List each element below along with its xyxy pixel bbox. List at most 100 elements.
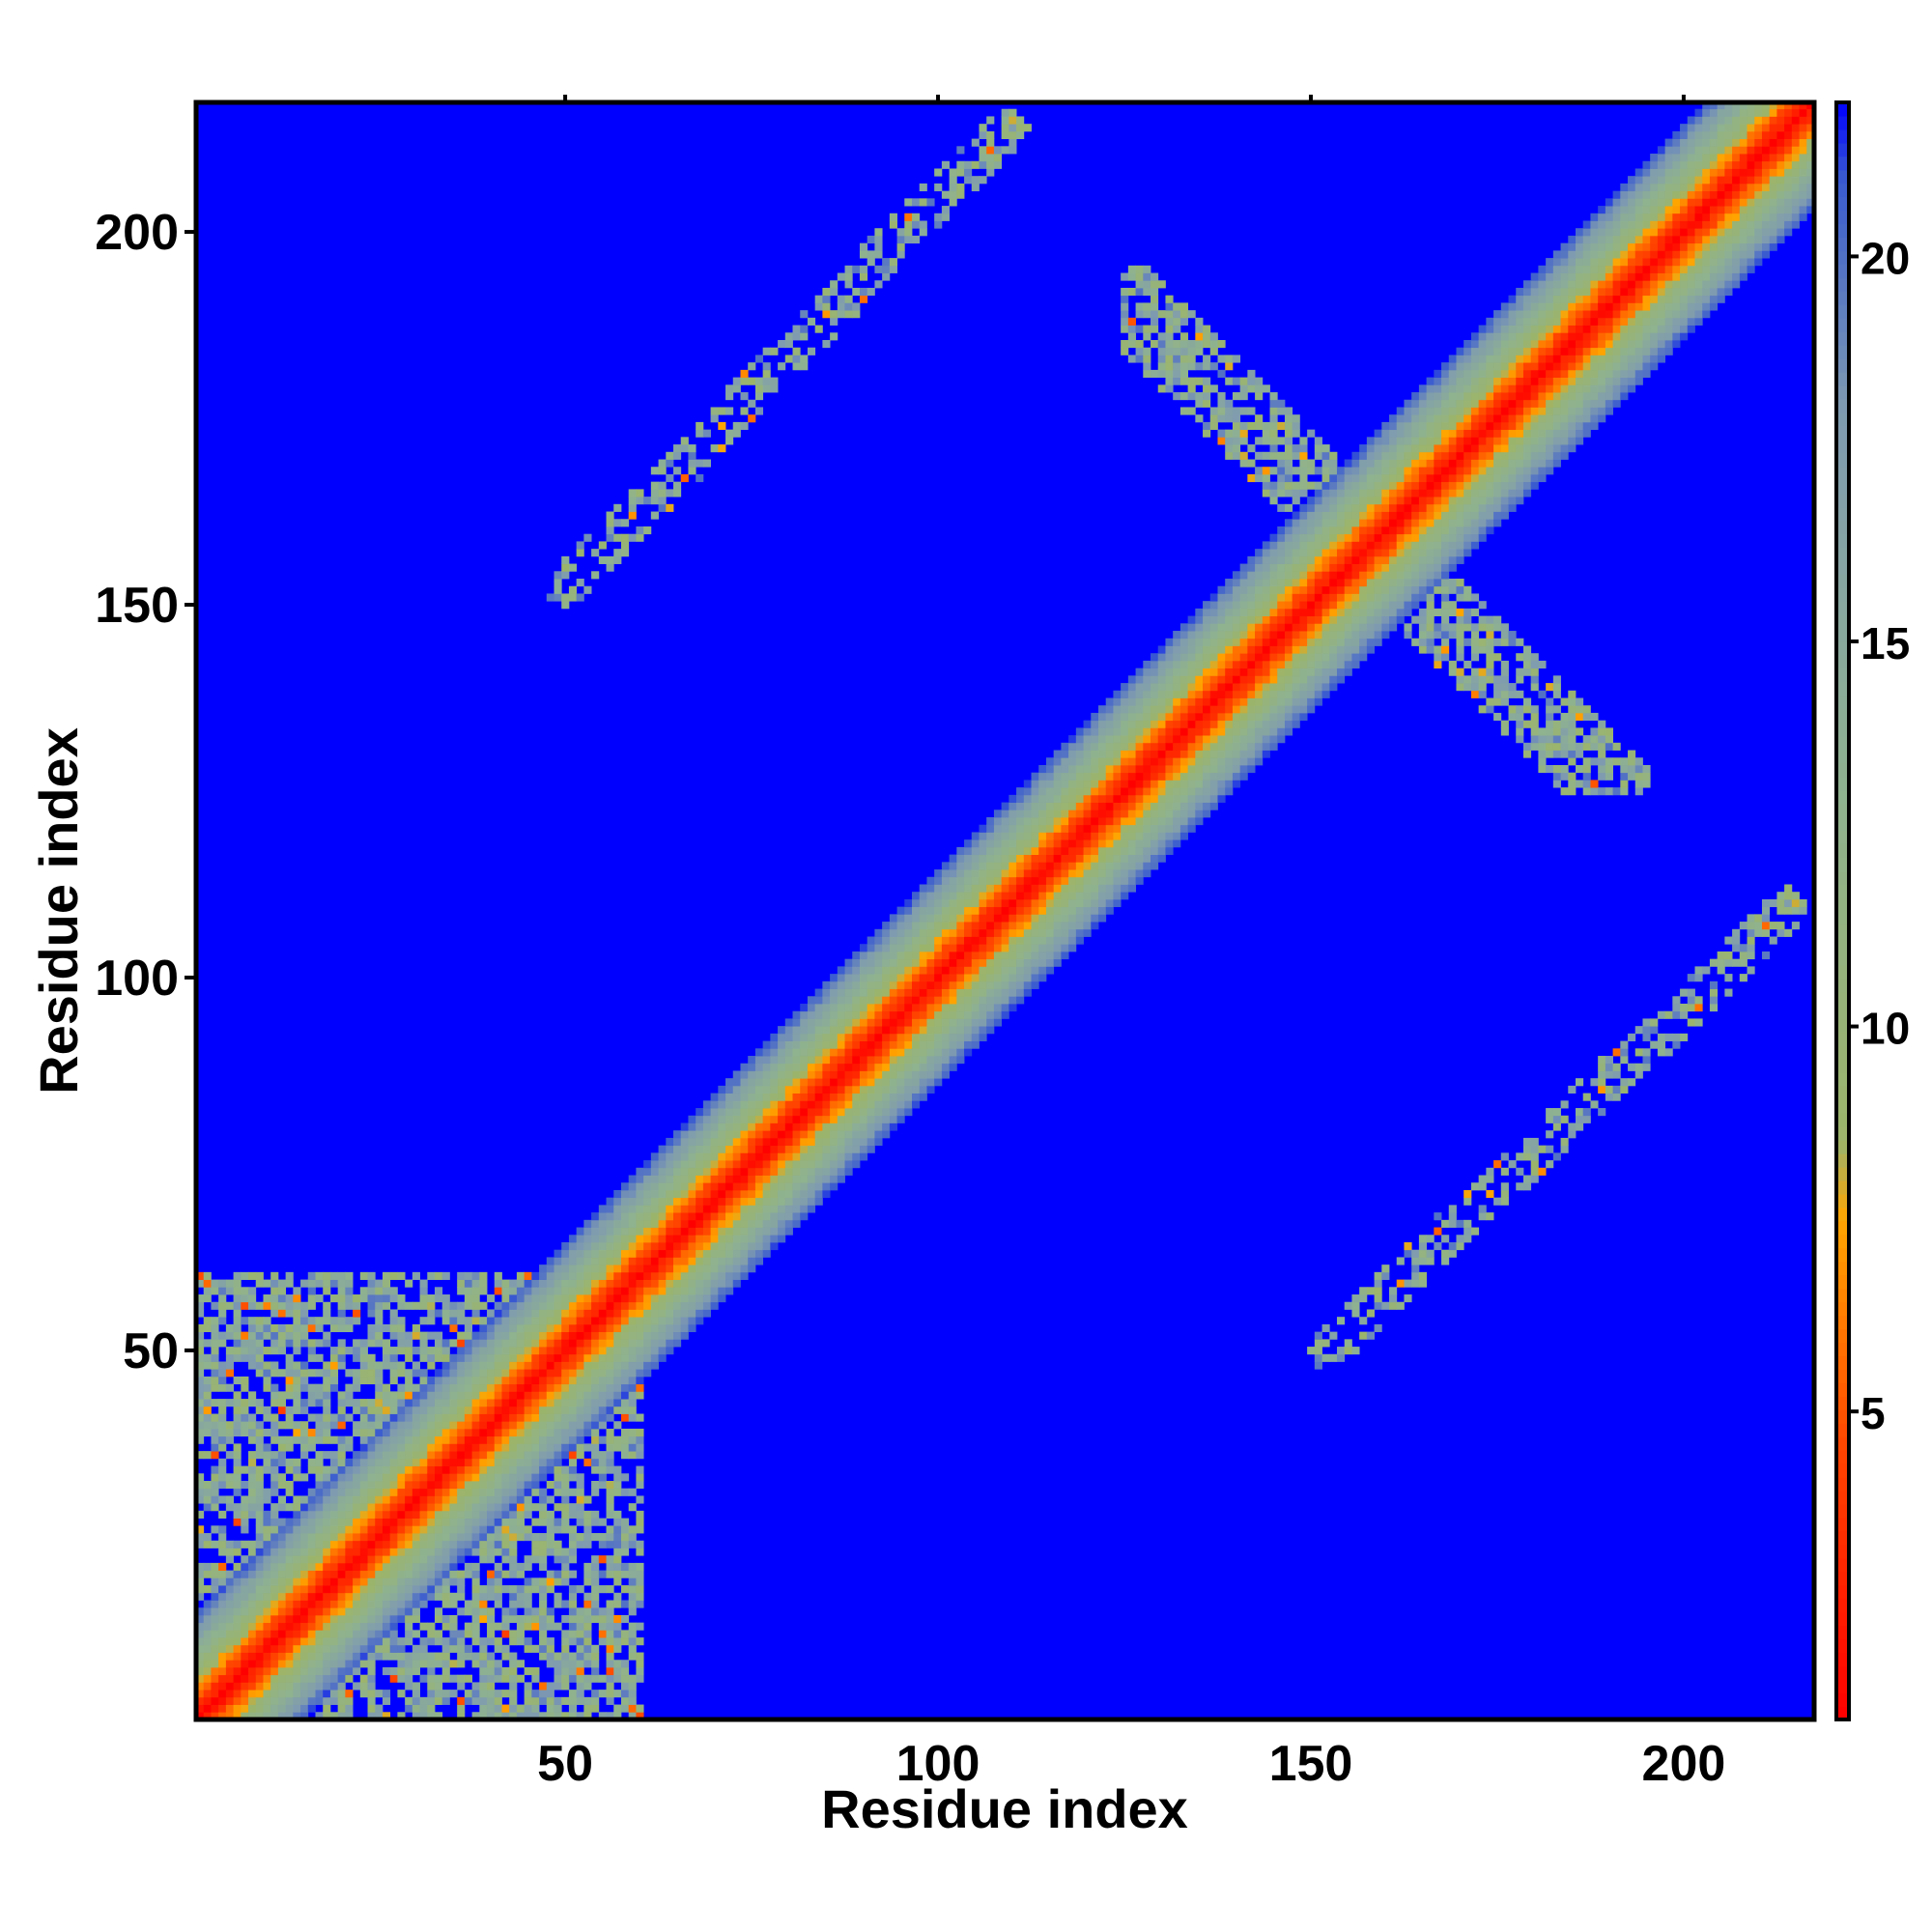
heatmap-cell (561, 1257, 570, 1265)
heatmap-cell (516, 1443, 526, 1452)
heatmap-cell (263, 1607, 271, 1616)
heatmap-cell (397, 1451, 406, 1460)
heatmap-cell (1031, 974, 1039, 982)
heatmap-cell (598, 1309, 607, 1318)
heatmap-cell (554, 1309, 562, 1318)
heatmap-cell (277, 1666, 287, 1676)
heatmap-cell (277, 1435, 287, 1444)
heatmap-cell (509, 1413, 518, 1422)
heatmap-cell (509, 1347, 518, 1355)
heatmap-cell (375, 1600, 384, 1608)
heatmap-cell (576, 549, 584, 557)
heatmap-cell (979, 1010, 987, 1019)
heatmap-cell (382, 1353, 391, 1362)
heatmap-cell (867, 1033, 875, 1041)
heatmap-cell (323, 1525, 331, 1534)
heatmap-cell (830, 287, 838, 297)
heatmap-cell (993, 914, 1003, 923)
heatmap-cell (583, 1413, 592, 1422)
heatmap-cell (852, 1056, 861, 1065)
heatmap-cell (658, 1353, 667, 1362)
heatmap-cell (487, 1540, 496, 1548)
heatmap-cell (546, 1540, 554, 1548)
heatmap-cell (419, 1331, 428, 1340)
heatmap-cell (449, 1600, 458, 1608)
heatmap-cell (539, 1376, 548, 1385)
heatmap-cell (568, 1607, 578, 1616)
heatmap-cell (471, 1503, 480, 1512)
heatmap-cell (427, 1577, 436, 1586)
heatmap-cell (285, 1406, 294, 1414)
heatmap-cell (196, 1279, 205, 1288)
heatmap-cell (680, 1205, 689, 1213)
heatmap-cell (867, 1145, 875, 1153)
heatmap-cell (986, 974, 995, 982)
heatmap-cell (613, 1488, 622, 1496)
heatmap-cell (270, 1383, 279, 1392)
heatmap-cell (323, 1510, 331, 1519)
heatmap-cell (934, 1040, 943, 1049)
heatmap-cell (457, 1435, 466, 1444)
heatmap-cell (375, 1510, 384, 1519)
heatmap-cell (628, 1712, 637, 1720)
heatmap-cell (435, 1473, 443, 1482)
heatmap-cell (300, 1399, 309, 1407)
heatmap-cell (449, 1443, 458, 1452)
heatmap-cell (956, 854, 965, 863)
heatmap-cell (471, 1712, 480, 1720)
heatmap-cell (196, 1481, 205, 1490)
heatmap-cell (666, 1219, 674, 1228)
heatmap-cell (277, 1570, 287, 1578)
heatmap-cell (964, 922, 973, 930)
heatmap-cell (487, 1339, 496, 1348)
heatmap-cell (270, 1548, 279, 1556)
heatmap-cell (859, 988, 868, 997)
heatmap-cell (620, 1294, 630, 1303)
heatmap-cell (546, 1443, 554, 1452)
heatmap-cell (464, 1630, 472, 1638)
heatmap-cell (277, 1421, 287, 1430)
heatmap-cell (382, 1622, 391, 1631)
heatmap-cell (329, 1630, 339, 1638)
heatmap-cell (844, 1040, 853, 1049)
heatmap-cell (1053, 794, 1062, 803)
heatmap-cell (449, 1458, 458, 1466)
heatmap-cell (501, 1690, 510, 1698)
heatmap-cell (405, 1704, 413, 1713)
heatmap-cell (435, 1347, 443, 1355)
heatmap-cell (762, 1205, 771, 1213)
heatmap-cell (435, 1548, 443, 1556)
heatmap-cell (576, 1241, 584, 1251)
heatmap-cell (889, 1093, 897, 1101)
heatmap-cell (628, 1577, 637, 1586)
heatmap-cell (539, 1301, 548, 1310)
heatmap-cell (725, 1249, 734, 1258)
heatmap-cell (307, 1495, 316, 1504)
heatmap-cell (211, 1435, 219, 1444)
heatmap-cell (218, 1495, 227, 1504)
heatmap-cell (293, 1577, 301, 1586)
heatmap-cell (732, 1219, 741, 1228)
heatmap-cell (859, 1056, 868, 1065)
heatmap-cell (762, 1175, 771, 1183)
heatmap-cell (568, 1533, 578, 1542)
heatmap-cell (353, 1488, 361, 1496)
heatmap-cell (867, 944, 875, 952)
heatmap-cell (718, 1115, 726, 1123)
heatmap-cell (323, 1421, 331, 1430)
heatmap-cell (487, 1682, 496, 1690)
heatmap-cell (561, 601, 570, 610)
heatmap-cell (397, 1577, 406, 1586)
heatmap-cell (912, 1026, 921, 1035)
heatmap-cell (568, 1525, 578, 1534)
heatmap-cell (516, 1622, 526, 1631)
heatmap-cell (1023, 928, 1032, 937)
heatmap-cell (464, 1652, 472, 1661)
heatmap-cell (598, 1347, 607, 1355)
heatmap-cell (270, 1301, 279, 1310)
heatmap-cell (919, 988, 927, 997)
heatmap-cell (867, 1093, 875, 1101)
heatmap-cell (405, 1666, 413, 1676)
heatmap-cell (591, 1481, 600, 1490)
heatmap-cell (367, 1704, 376, 1713)
